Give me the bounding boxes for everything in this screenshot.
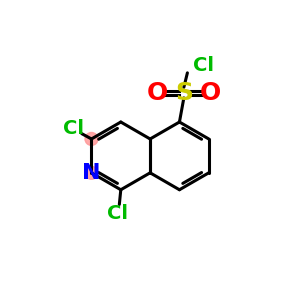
Text: Cl: Cl — [107, 204, 128, 223]
Text: O: O — [200, 81, 221, 105]
Text: Cl: Cl — [193, 56, 214, 75]
Text: Cl: Cl — [63, 119, 84, 138]
Text: N: N — [82, 163, 101, 183]
Text: O: O — [147, 81, 168, 105]
Circle shape — [85, 166, 98, 179]
Text: S: S — [175, 81, 193, 105]
Circle shape — [85, 133, 98, 146]
